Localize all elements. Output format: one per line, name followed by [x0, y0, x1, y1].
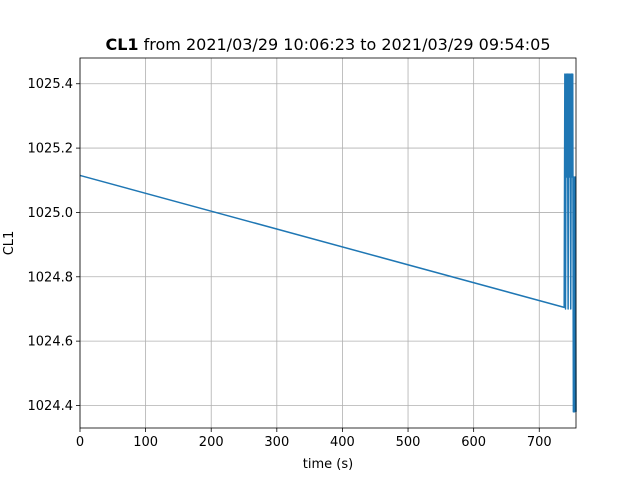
plot-frame	[79, 57, 577, 429]
tick-layer: 0 100 200 300 400 500 600 700 1024.4 1024.6 1024.8…	[28, 77, 552, 450]
x-tick-label: 0	[76, 435, 84, 450]
x-tick-label: 100	[133, 435, 158, 450]
chart-title: CL1 from 2021/03/29 10:06:23 to 2021/03/…	[105, 35, 550, 54]
y-tick-label: 1024.6	[28, 335, 74, 350]
chart-title-rest: from 2021/03/29 10:06:23 to 2021/03/29 0…	[139, 35, 551, 54]
grid-layer	[79, 58, 576, 428]
series-layer	[79, 73, 577, 413]
y-tick-label: 1025.4	[28, 77, 74, 92]
series-line	[79, 73, 577, 413]
y-tick-label: 1025.0	[28, 206, 74, 221]
y-tick-label: 1025.2	[28, 142, 74, 157]
x-tick-label: 300	[264, 435, 289, 450]
x-tick-label: 700	[527, 435, 552, 450]
y-tick-label: 1024.8	[28, 270, 74, 285]
x-axis-label: time (s)	[303, 457, 353, 472]
chart-title-bold: CL1	[105, 35, 138, 54]
y-tick-label: 1024.4	[28, 399, 74, 414]
x-tick-label: 500	[396, 435, 421, 450]
x-tick-label: 200	[199, 435, 224, 450]
y-axis-label: CL1	[2, 231, 17, 256]
x-tick-label: 400	[330, 435, 355, 450]
x-tick-label: 600	[461, 435, 486, 450]
